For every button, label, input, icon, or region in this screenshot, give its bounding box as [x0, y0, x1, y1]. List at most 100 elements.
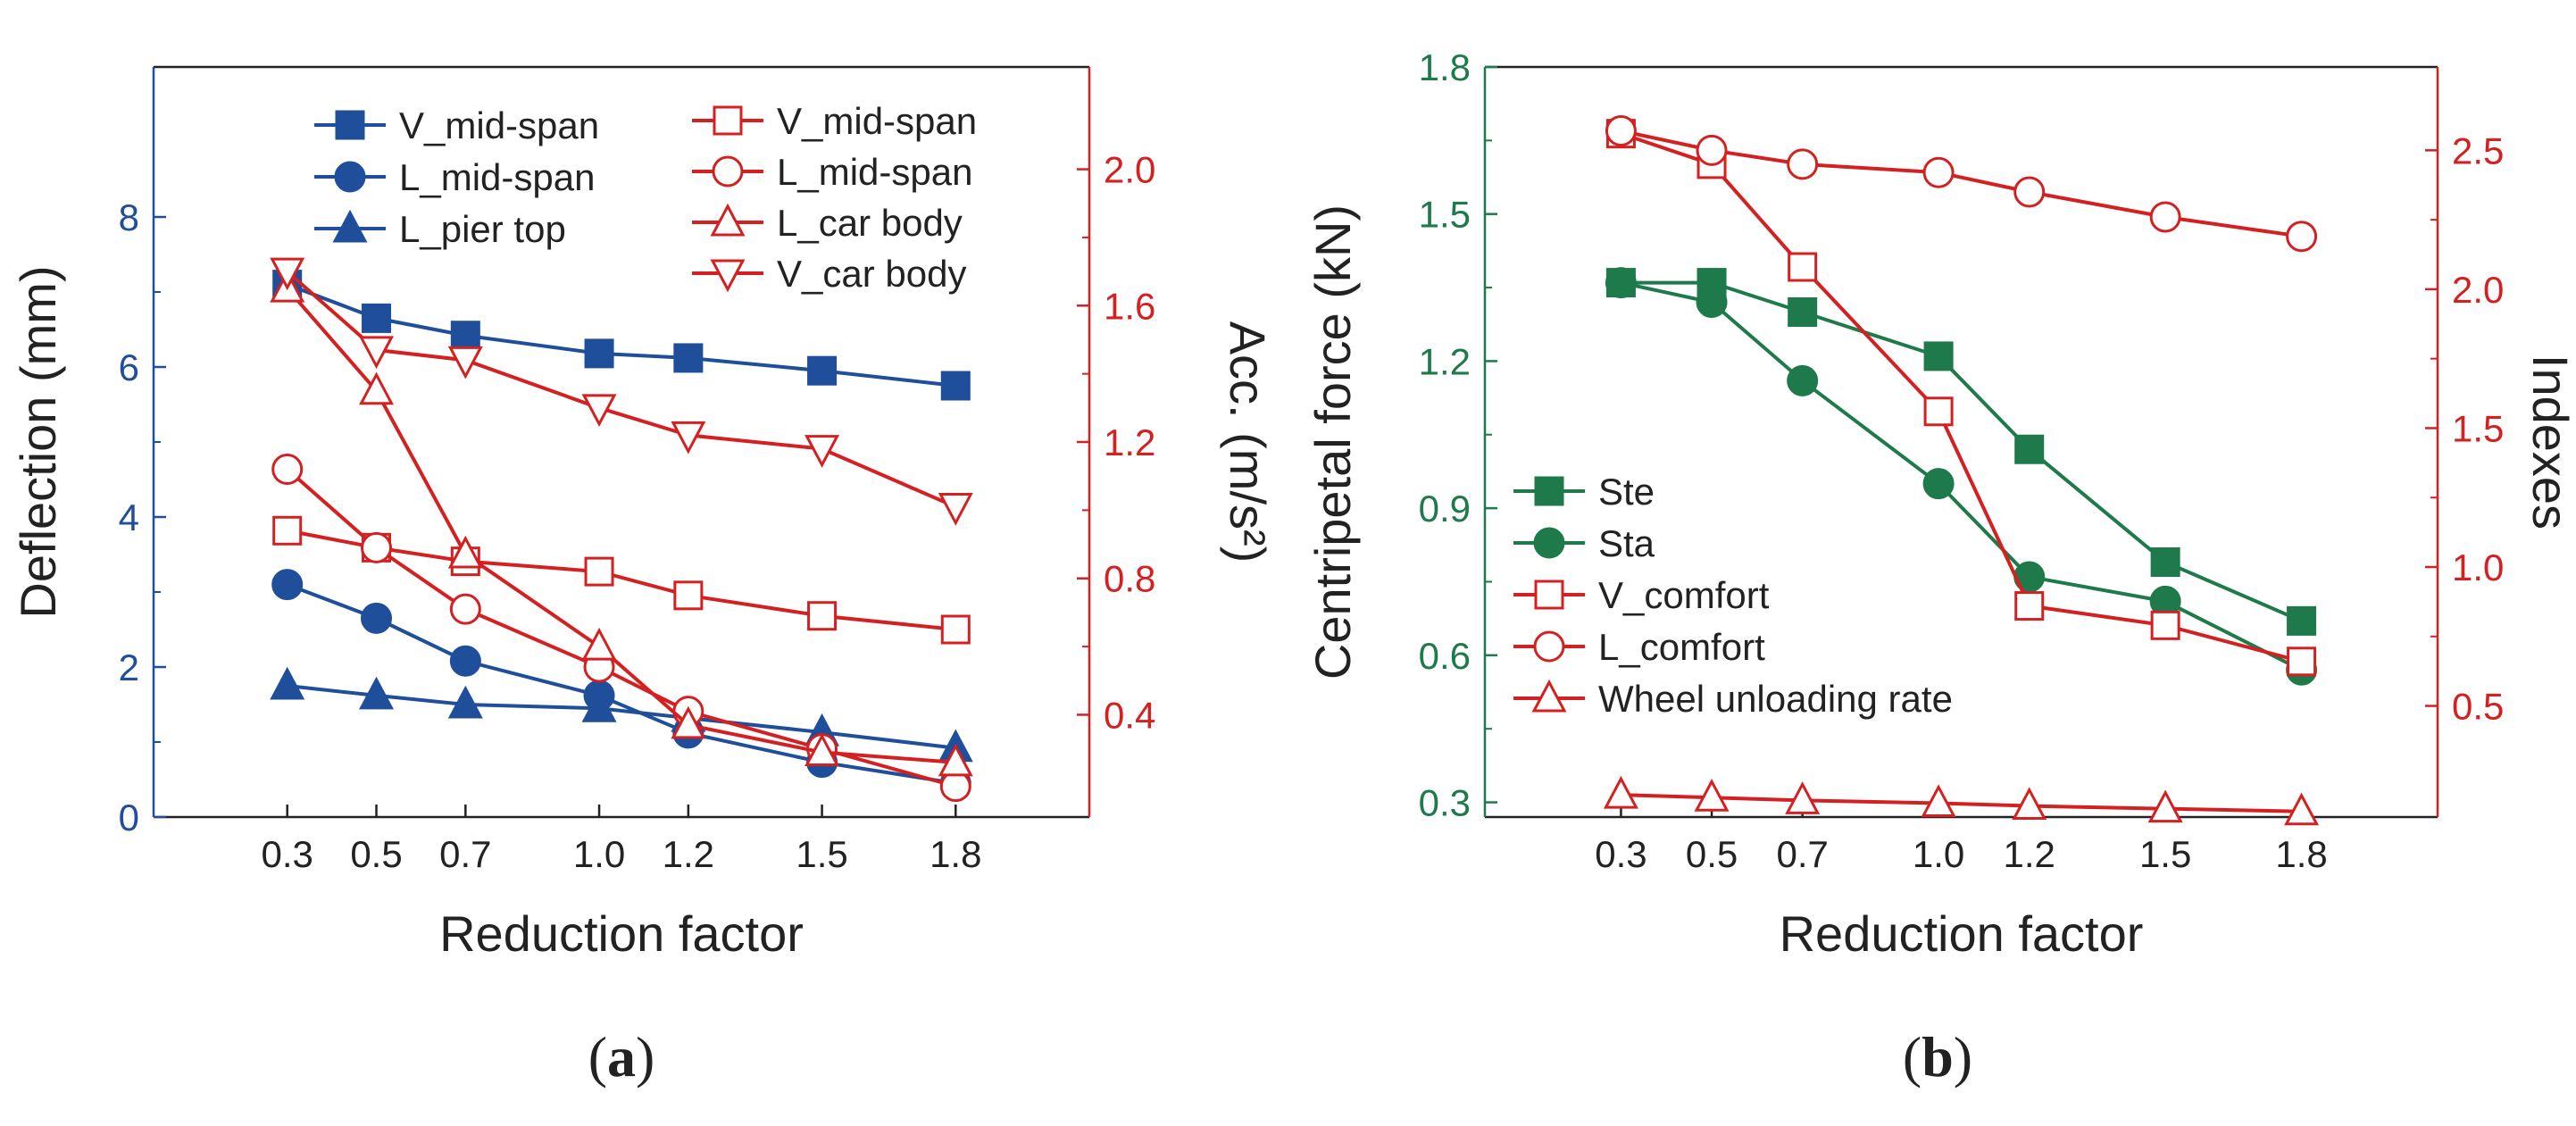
legend-entry: L_car body: [692, 202, 963, 244]
circle-marker: [1605, 267, 1637, 299]
x-tick-label: 0.7: [1776, 833, 1828, 875]
series-line: [1621, 280, 2303, 623]
triangle-down-marker: [671, 421, 706, 455]
x-axis-label: Reduction factor: [439, 905, 804, 962]
circle-marker: [1533, 527, 1565, 559]
x-tick-label: 1.5: [2139, 833, 2191, 875]
legend-entry: Sta: [1513, 522, 1655, 564]
triangle-up-marker: [2284, 792, 2320, 826]
square-marker: [807, 355, 838, 386]
triangle-down-marker: [359, 336, 395, 370]
square-marker: [1788, 297, 1818, 328]
x-tick-label: 1.8: [2275, 833, 2327, 875]
y-right-tick-label: 1.2: [1104, 421, 1155, 463]
y-right-axis-label: Indexes: [2522, 354, 2576, 530]
square-marker: [673, 343, 704, 373]
series-line: [287, 282, 956, 388]
series-l-pier-top: [270, 666, 973, 763]
square-marker: [807, 601, 838, 631]
legend-entry: L_mid-span: [692, 151, 972, 193]
square-marker: [2150, 610, 2180, 640]
circle-marker: [939, 771, 971, 803]
triangle-down-marker: [447, 346, 483, 380]
y-right-tick-label: 1.0: [2452, 546, 2504, 588]
legend-label: Ste: [1598, 471, 1655, 513]
y-right-tick-label: 1.6: [1104, 285, 1155, 327]
square-marker: [940, 371, 971, 401]
y-left-tick-label: 0.3: [1419, 782, 1471, 824]
square-marker: [2150, 547, 2180, 578]
y-left-axis-label: Centripetal force (kN): [1305, 204, 1361, 680]
x-tick-label: 0.3: [262, 833, 313, 875]
series-line: [287, 684, 956, 750]
panel-caption: (a): [588, 1025, 655, 1088]
triangle-up-marker: [710, 203, 746, 237]
triangle-up-marker: [804, 733, 840, 766]
legend-entry: Wheel unloading rate: [1513, 678, 1953, 720]
legend-label: L_car body: [777, 202, 963, 244]
square-marker: [335, 110, 365, 140]
legend-label: L_pier top: [399, 208, 566, 250]
y-left-tick-label: 1.8: [1419, 46, 1471, 88]
series-v-car-body: [270, 257, 973, 526]
y-left-tick-label: 2: [119, 646, 139, 688]
x-tick-label: 1.0: [1913, 833, 1964, 875]
series-l-car-body: [270, 269, 973, 777]
triangle-down-marker: [710, 259, 746, 293]
circle-marker: [1787, 364, 1819, 396]
circle-marker: [361, 602, 393, 634]
square-marker: [673, 580, 704, 611]
square-marker: [584, 338, 614, 369]
legend-entry: V_mid-span: [314, 104, 599, 146]
triangle-up-marker: [359, 676, 395, 710]
circle-marker: [1605, 115, 1637, 147]
triangle-down-marker: [581, 394, 617, 428]
triangle-up-marker: [359, 371, 395, 405]
circle-marker: [1533, 630, 1565, 663]
y-left-tick-label: 0.9: [1419, 488, 1471, 530]
triangle-up-marker: [447, 535, 483, 569]
triangle-up-marker: [671, 705, 706, 739]
square-marker: [713, 105, 743, 136]
circle-marker: [2286, 221, 2318, 253]
x-tick-label: 0.3: [1595, 833, 1646, 875]
y-left-tick-label: 1.5: [1419, 194, 1471, 236]
triangle-up-marker: [2012, 787, 2047, 821]
legend-entry: L_pier top: [314, 208, 566, 250]
circle-marker: [1696, 287, 1728, 319]
triangle-up-marker: [581, 689, 617, 722]
x-tick-label: 1.2: [2004, 833, 2055, 875]
square-marker: [940, 614, 971, 645]
series-v-mid-span: [272, 270, 971, 401]
circle-marker: [334, 161, 366, 193]
triangle-up-marker: [938, 743, 973, 777]
y-right-tick-label: 2.0: [1104, 149, 1155, 191]
circle-marker: [1696, 134, 1728, 166]
y-right-tick-label: 1.5: [2452, 407, 2504, 449]
square-marker: [450, 321, 480, 351]
x-axis-label: Reduction factor: [1780, 905, 2144, 962]
panel-caption: (b): [1903, 1025, 1972, 1088]
x-tick-label: 0.5: [1686, 833, 1738, 875]
circle-marker: [712, 155, 744, 188]
y-left-tick-label: 6: [119, 346, 139, 388]
triangle-down-marker: [804, 435, 840, 468]
y-left-tick-label: 0: [119, 797, 139, 838]
legend-label: V_car body: [777, 253, 966, 295]
y-right-tick-label: 0.4: [1104, 694, 1155, 736]
y-right-tick-label: 0.8: [1104, 558, 1155, 600]
series-wheel-unloading-rate: [1603, 775, 2320, 826]
legend-label: V_mid-span: [777, 100, 977, 142]
triangle-up-marker: [581, 627, 617, 661]
y-left-axis-label: Deflection (mm): [10, 265, 66, 618]
circle-marker: [271, 569, 304, 601]
legend-entry: V_mid-span: [692, 100, 977, 142]
legend-entry: L_mid-span: [314, 156, 595, 198]
circle-marker: [271, 454, 304, 486]
x-tick-label: 1.8: [930, 833, 981, 875]
legend-label: L_mid-span: [777, 151, 972, 193]
square-marker: [2014, 434, 2045, 464]
triangle-up-marker: [1785, 781, 1821, 814]
triangle-up-marker: [1603, 775, 1638, 809]
triangle-up-marker: [270, 666, 305, 700]
